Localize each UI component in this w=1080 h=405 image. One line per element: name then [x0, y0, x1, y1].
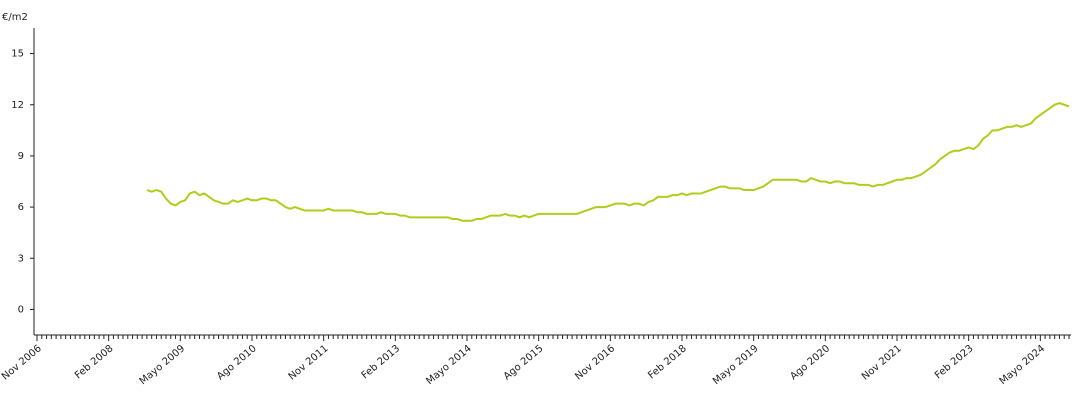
y-tick-label: 12	[11, 100, 24, 111]
y-tick-label: 15	[11, 49, 24, 60]
x-tick-label: Mayo 2019	[711, 343, 761, 387]
x-tick-label: Mayo 2024	[998, 343, 1048, 387]
y-tick-label: 6	[18, 202, 24, 213]
x-tick-label: Nov 2021	[860, 343, 904, 382]
y-tick-label: 0	[18, 304, 24, 315]
x-tick-label: Ago 2015	[502, 343, 546, 382]
y-axis-label: €/m2	[2, 12, 28, 23]
y-tick-label: 9	[18, 151, 24, 162]
x-tick-label: Mayo 2009	[138, 343, 188, 387]
x-tick-label: Nov 2011	[287, 343, 331, 382]
x-tick-label: Mayo 2014	[424, 343, 474, 387]
x-tick-label: Nov 2016	[573, 343, 617, 382]
x-tick-label: Feb 2008	[73, 343, 116, 381]
x-tick-label: Feb 2018	[646, 343, 689, 381]
x-tick-label: Ago 2020	[788, 343, 832, 382]
x-tick-label: Ago 2010	[215, 343, 259, 382]
line-series	[146, 102, 1070, 222]
y-tick-label: 3	[18, 253, 24, 264]
x-tick-label: Feb 2023	[933, 343, 976, 381]
x-tick-label: Feb 2013	[360, 343, 403, 381]
x-tick-label: Nov 2006	[0, 343, 44, 382]
